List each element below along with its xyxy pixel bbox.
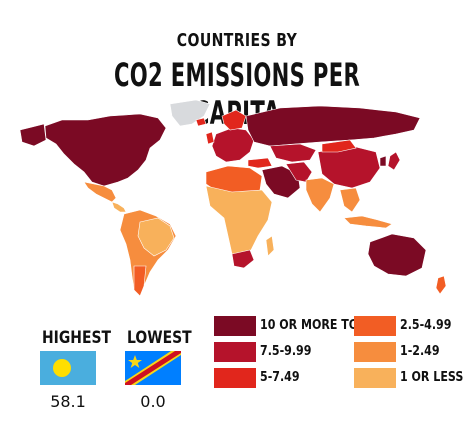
- map-region-europe: [211, 127, 255, 163]
- title-line-1: COUNTRIES BY: [176, 30, 298, 51]
- legend-label-1-or-less: 1 OR LESS: [400, 370, 464, 385]
- map-region-north-america: [44, 113, 167, 187]
- palau-flag-icon: [40, 351, 96, 385]
- map-region-southeast-asia: [339, 187, 361, 213]
- legend-swatch-10-plus: [214, 316, 256, 336]
- legend-swatch-1-or-less: [354, 368, 396, 388]
- lowest-label: LOWEST: [127, 328, 192, 348]
- legend-label-5: 5-7.49: [260, 370, 300, 385]
- legend-swatch-7-5: [214, 342, 256, 362]
- map-region-africa: [205, 185, 273, 263]
- map-region-russia: [245, 105, 421, 147]
- map-region-brazil: [137, 217, 175, 257]
- map-region-china: [317, 145, 381, 189]
- map-region-middle-east: [261, 165, 301, 199]
- map-region-scandinavia: [221, 109, 247, 131]
- legend-label-2-5: 2.5-4.99: [400, 318, 452, 333]
- map-region-chile-argentina: [133, 265, 147, 297]
- legend-label-1: 1-2.49: [400, 344, 440, 359]
- map-region-india: [305, 177, 335, 213]
- legend-swatch-2-5: [354, 316, 396, 336]
- highest-label: HIGHEST: [42, 328, 112, 348]
- map-region-indonesia: [343, 215, 393, 229]
- legend-label-10-plus: 10 OR MORE TON: [260, 318, 368, 333]
- map-region-mongolia: [321, 139, 357, 153]
- map-region-turkey: [247, 157, 273, 169]
- map-region-central-america: [111, 201, 127, 213]
- map-region-australia: [367, 233, 427, 277]
- map-region-japan: [387, 151, 401, 171]
- world-map: [19, 99, 447, 297]
- legend-swatch-5: [214, 368, 256, 388]
- map-region-alaska: [19, 123, 47, 147]
- map-region-new-zealand: [435, 275, 447, 295]
- highest-value: 58.1: [50, 392, 86, 411]
- map-region-south-africa: [231, 249, 255, 269]
- map-region-korea: [379, 155, 387, 167]
- dr-congo-flag-icon: [125, 351, 181, 385]
- map-region-iran: [285, 161, 313, 183]
- legend-label-7-5: 7.5-9.99: [260, 344, 312, 359]
- map-region-central-asia: [269, 143, 317, 163]
- map-region-uk: [205, 131, 215, 145]
- lowest-value: 0.0: [140, 392, 166, 411]
- map-region-mexico: [83, 181, 117, 203]
- map-region-madagascar: [265, 235, 275, 257]
- map-region-iceland: [195, 117, 207, 127]
- legend-swatch-1: [354, 342, 396, 362]
